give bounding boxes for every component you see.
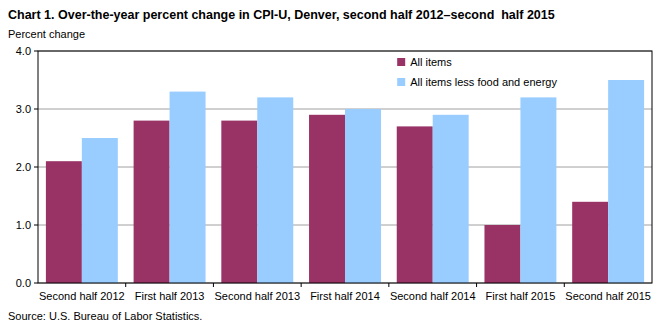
y-tick — [34, 51, 38, 52]
y-tick — [34, 167, 38, 168]
bar — [520, 97, 556, 283]
source: Source: U.S. Bureau of Labor Statistics. — [8, 310, 202, 322]
x-tick — [564, 283, 565, 287]
bar — [46, 161, 82, 283]
x-tick — [476, 283, 477, 287]
bar — [433, 115, 469, 283]
x-tick-label: Second half 2015 — [565, 290, 651, 302]
y-tick-label: 3.0 — [16, 103, 31, 115]
x-tick-label: First half 2015 — [486, 290, 556, 302]
x-tick-label: Second half 2012 — [39, 290, 125, 302]
y-tick-label: 4.0 — [16, 45, 31, 57]
bar — [608, 80, 644, 283]
title: Chart 1. Over-the-year percent change in… — [8, 8, 555, 22]
legend-swatch — [397, 78, 405, 86]
bar — [397, 126, 433, 283]
plot-frame — [38, 51, 652, 283]
x-tick-label: First half 2014 — [310, 290, 380, 302]
bar — [134, 121, 170, 283]
bar — [82, 138, 118, 283]
x-tick — [213, 283, 214, 287]
legend-label: All items — [410, 56, 452, 68]
bar — [572, 202, 608, 283]
x-tick — [125, 283, 126, 287]
y-tick-label: 0.0 — [16, 277, 31, 289]
x-tick — [388, 283, 389, 287]
y-axis-label: Percent change — [8, 28, 85, 40]
y-tick-label: 2.0 — [16, 161, 31, 173]
x-tick-label: First half 2013 — [135, 290, 205, 302]
y-tick-label: 1.0 — [16, 219, 31, 231]
x-tick-label: Second half 2013 — [214, 290, 300, 302]
x-tick-label: Second half 2014 — [390, 290, 476, 302]
bar — [257, 97, 293, 283]
bar — [170, 92, 206, 283]
legend-label: All items less food and energy — [410, 76, 557, 88]
bar — [309, 115, 345, 283]
background — [0, 0, 659, 326]
legend: All items All items less food and energy — [397, 56, 557, 88]
x-tick — [301, 283, 302, 287]
bars — [46, 80, 644, 283]
y-tick — [34, 283, 38, 284]
bar — [345, 109, 381, 283]
y-tick — [34, 225, 38, 226]
y-tick — [34, 109, 38, 110]
bar — [484, 225, 520, 283]
legend-swatch — [397, 58, 405, 66]
bar — [221, 121, 257, 283]
